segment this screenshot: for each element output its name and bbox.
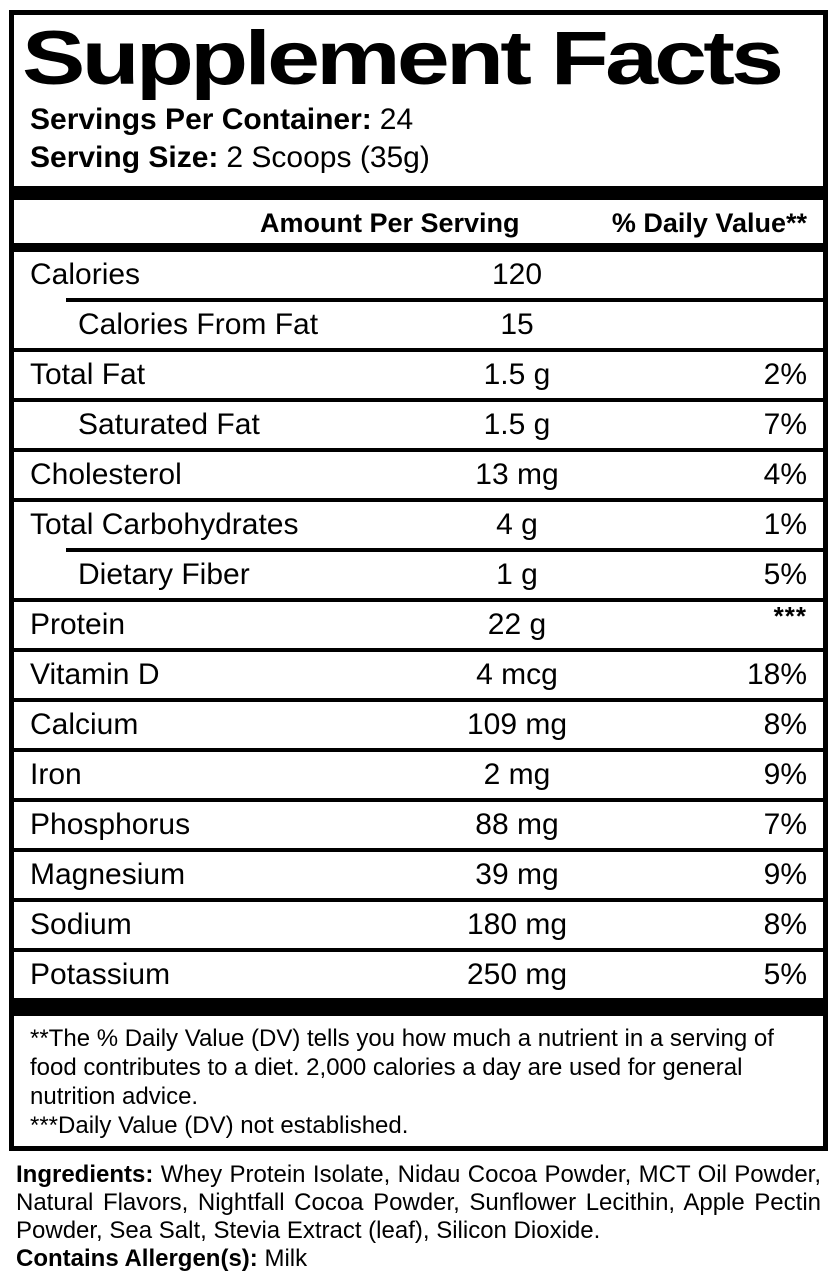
- nutrient-name: Cholesterol: [30, 458, 182, 491]
- nutrient-row: Calories 120: [14, 252, 823, 298]
- nutrient-amount: 1.5 g: [483, 408, 551, 441]
- row-separator: [14, 748, 823, 752]
- nutrient-name: Calories: [30, 258, 141, 291]
- divider-thick-bottom: [14, 998, 823, 1016]
- footnote-daily-value: **The % Daily Value (DV) tells you how m…: [30, 1025, 774, 1110]
- nutrient-name: Potassium: [30, 958, 171, 991]
- nutrient-daily-value: 9%: [763, 858, 807, 891]
- table-header: Amount Per Serving % Daily Value**: [14, 200, 823, 243]
- nutrient-amount: 180 mg: [466, 908, 568, 941]
- allergen-text: Contains Allergen(s): Milk: [16, 1245, 821, 1273]
- row-separator: [14, 798, 823, 802]
- ingredients-list: Whey Protein Isolate, Nidau Cocoa Powder…: [16, 1161, 821, 1244]
- row-separator: [14, 948, 823, 952]
- row-separator: [66, 548, 823, 552]
- nutrient-daily-value: 5%: [763, 958, 807, 991]
- row-separator: [14, 698, 823, 702]
- nutrient-amount: 22 g: [487, 608, 547, 641]
- nutrient-amount: 1.5 g: [483, 358, 551, 391]
- serving-size-line: Serving Size: 2 Scoops (35g): [14, 139, 823, 177]
- servings-per-container-value: 24: [379, 103, 414, 136]
- nutrient-name: Vitamin D: [30, 658, 160, 691]
- row-separator: [14, 448, 823, 452]
- ingredients-section: Ingredients: Whey Protein Isolate, Nidau…: [16, 1161, 821, 1273]
- nutrient-daily-value: 8%: [763, 908, 807, 941]
- serving-size-value: 2 Scoops (35g): [226, 141, 430, 174]
- ingredients-text: Ingredients: Whey Protein Isolate, Nidau…: [16, 1161, 821, 1245]
- supplement-facts-panel: Supplement Facts Servings Per Container:…: [9, 10, 828, 1151]
- nutrient-row: Total Carbohydrates 4 g 1%: [14, 502, 823, 548]
- nutrient-row: Cholesterol 13 mg 4%: [14, 452, 823, 498]
- servings-per-container-label: Servings Per Container:: [30, 103, 372, 136]
- nutrient-name: Calcium: [30, 708, 139, 741]
- row-separator: [14, 398, 823, 402]
- nutrient-row: Calcium 109 mg 8%: [14, 702, 823, 748]
- nutrient-daily-value: 2%: [763, 358, 807, 391]
- row-separator: [14, 498, 823, 502]
- nutrient-name: Total Carbohydrates: [30, 508, 299, 541]
- nutrient-daily-value: 7%: [763, 808, 807, 841]
- nutrient-amount: 1 g: [496, 558, 538, 591]
- serving-size-label: Serving Size:: [30, 141, 219, 174]
- servings-per-container-line: Servings Per Container: 24: [14, 101, 823, 139]
- nutrient-amount: 4 g: [496, 508, 538, 541]
- nutrient-daily-value: 9%: [763, 758, 807, 791]
- nutrient-amount: 250 mg: [466, 958, 568, 991]
- nutrient-row: Sodium 180 mg 8%: [14, 902, 823, 948]
- nutrition-table: Calories 120 Calories From Fat 15 Total Fat 1…: [14, 252, 823, 998]
- row-separator: [66, 298, 823, 302]
- nutrient-row: Protein 22 g ***: [14, 601, 823, 648]
- nutrient-amount: 109 mg: [466, 708, 568, 741]
- footnote-not-established: ***Daily Value (DV) not established.: [30, 1112, 409, 1139]
- nutrient-amount: 39 mg: [475, 858, 559, 891]
- nutrient-daily-value: 7%: [763, 408, 807, 441]
- nutrient-amount: 120: [491, 258, 543, 291]
- column-header-amount: Amount Per Serving: [260, 208, 520, 238]
- ingredients-label: Ingredients:: [16, 1161, 154, 1188]
- supplement-label-page: { "colors": { "ink": "#000000", "paper":…: [0, 10, 837, 1286]
- nutrient-amount: 15: [500, 308, 534, 341]
- nutrient-row: Iron 2 mg 9%: [14, 752, 823, 798]
- nutrient-amount: 2 mg: [483, 758, 551, 791]
- nutrient-row: Potassium 250 mg 5%: [14, 952, 823, 998]
- nutrient-row: Total Fat 1.5 g 2%: [14, 352, 823, 398]
- divider-thick-top: [14, 186, 823, 200]
- footnotes: **The % Daily Value (DV) tells you how m…: [14, 1016, 823, 1146]
- divider-medium-header: [14, 243, 823, 252]
- nutrient-daily-value: 8%: [763, 708, 807, 741]
- allergen-value: Milk: [264, 1245, 308, 1272]
- nutrient-name: Total Fat: [30, 358, 146, 391]
- nutrient-name: Sodium: [30, 908, 132, 941]
- nutrient-name: Calories From Fat: [78, 308, 319, 341]
- nutrient-name: Protein: [30, 608, 126, 641]
- allergen-label: Contains Allergen(s):: [16, 1245, 258, 1272]
- nutrient-name: Magnesium: [30, 858, 186, 891]
- row-separator: [14, 598, 823, 602]
- nutrient-amount: 4 mcg: [476, 658, 558, 691]
- nutrient-daily-value: 5%: [763, 558, 807, 591]
- nutrient-amount: 13 mg: [475, 458, 559, 491]
- column-header-daily-value: % Daily Value**: [611, 208, 807, 238]
- nutrient-daily-value: 4%: [763, 458, 807, 491]
- nutrient-row: Calories From Fat 15: [14, 302, 823, 348]
- daily-value-not-established-marker: ***: [773, 601, 807, 631]
- nutrient-name: Iron: [30, 758, 82, 791]
- row-separator: [14, 648, 823, 652]
- page-title: Supplement Facts: [22, 16, 784, 101]
- nutrient-row: Vitamin D 4 mcg 18%: [14, 652, 823, 698]
- nutrient-row: Saturated Fat 1.5 g 7%: [14, 402, 823, 448]
- nutrient-name: Phosphorus: [30, 808, 191, 841]
- row-separator: [14, 898, 823, 902]
- nutrient-row: Dietary Fiber 1 g 5%: [14, 552, 823, 598]
- nutrient-name: Dietary Fiber: [78, 558, 250, 591]
- nutrient-name: Saturated Fat: [78, 408, 260, 441]
- nutrient-row: Magnesium 39 mg 9%: [14, 852, 823, 898]
- nutrient-amount: 88 mg: [475, 808, 559, 841]
- nutrient-daily-value: 18%: [746, 658, 807, 691]
- row-separator: [14, 348, 823, 352]
- nutrient-daily-value: ***: [617, 601, 807, 642]
- nutrient-daily-value: 1%: [763, 508, 807, 541]
- row-separator: [14, 848, 823, 852]
- nutrient-row: Phosphorus 88 mg 7%: [14, 802, 823, 848]
